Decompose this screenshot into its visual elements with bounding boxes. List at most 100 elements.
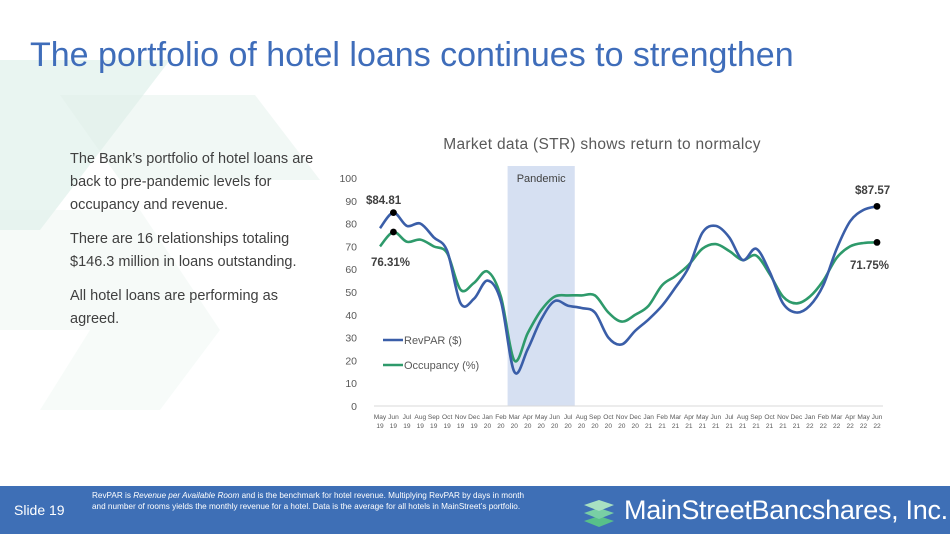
- x-tick-label-month: Jan: [482, 414, 493, 421]
- x-tick-label-year: 20: [591, 423, 599, 430]
- y-tick-label: 20: [345, 355, 357, 367]
- legend-occupancy-label: Occupancy (%): [404, 360, 479, 372]
- chart-title: Market data (STR) shows return to normal…: [443, 136, 761, 153]
- slide-number: Slide 19: [14, 502, 65, 518]
- x-tick-label-year: 21: [658, 423, 666, 430]
- market-data-chart: Market data (STR) shows return to normal…: [339, 136, 890, 430]
- x-tick-label-month: Oct: [442, 414, 452, 421]
- x-tick-label-year: 19: [417, 423, 425, 430]
- pandemic-label: Pandemic: [517, 173, 566, 185]
- occupancy-end-point: [873, 239, 881, 246]
- x-tick-label-year: 21: [699, 423, 707, 430]
- x-tick-label-year: 21: [672, 423, 680, 430]
- x-tick-label-month: May: [535, 414, 548, 421]
- x-tick-label-year: 20: [497, 423, 505, 430]
- revpar-start-label: $84.81: [366, 195, 402, 207]
- x-tick-label-month: Aug: [576, 414, 588, 421]
- y-tick-label: 80: [345, 219, 357, 231]
- x-tick-label-year: 22: [860, 423, 868, 430]
- x-tick-label-year: 21: [645, 423, 653, 430]
- x-tick-label-year: 21: [685, 423, 693, 430]
- x-tick-label-month: Mar: [670, 414, 682, 421]
- x-tick-label-year: 21: [793, 423, 801, 430]
- x-tick-label-month: Feb: [495, 414, 507, 421]
- x-tick-label-year: 19: [376, 423, 384, 430]
- x-tick-label-month: May: [857, 414, 870, 421]
- x-tick-label-month: Jan: [805, 414, 816, 421]
- pandemic-band: [507, 166, 575, 406]
- x-tick-label-month: Mar: [509, 414, 521, 421]
- x-tick-label-year: 19: [430, 423, 438, 430]
- y-tick-label: 50: [345, 287, 357, 299]
- x-tick-label-year: 21: [712, 423, 720, 430]
- footnote: RevPAR is Revenue per Available Room and…: [92, 491, 537, 512]
- x-tick-label-month: Jun: [549, 414, 560, 421]
- x-tick-label-year: 20: [538, 423, 546, 430]
- x-tick-label-month: Jul: [725, 414, 734, 421]
- revpar-start-point: [390, 209, 397, 217]
- y-tick-label: 60: [345, 264, 357, 276]
- x-tick-label-month: May: [374, 414, 387, 421]
- occupancy-start-label: 76.31%: [371, 257, 410, 269]
- footnote-term: Revenue per Available Room: [133, 491, 240, 500]
- x-tick-label-year: 22: [833, 423, 841, 430]
- x-tick-label-month: Apr: [845, 414, 856, 421]
- x-tick-label-year: 20: [564, 423, 572, 430]
- y-tick-label: 40: [345, 310, 357, 322]
- footer-bar: Slide 19 RevPAR is Revenue per Available…: [0, 486, 950, 534]
- x-tick-label-year: 19: [470, 423, 478, 430]
- x-tick-label-month: Dec: [791, 414, 803, 421]
- x-tick-label-month: Jun: [710, 414, 721, 421]
- x-tick-label-year: 20: [578, 423, 586, 430]
- x-tick-label-month: Jun: [388, 414, 399, 421]
- y-tick-label: 70: [345, 241, 357, 253]
- x-tick-label-month: Sep: [428, 414, 440, 421]
- x-tick-label-month: Nov: [455, 414, 467, 421]
- x-tick-label-year: 20: [605, 423, 613, 430]
- x-tick-label-year: 20: [551, 423, 559, 430]
- x-tick-label-year: 21: [766, 423, 774, 430]
- bullet-occupancy: The Bank’s portfolio of hotel loans are …: [70, 151, 314, 213]
- x-tick-label-month: Apr: [684, 414, 695, 421]
- x-tick-label-month: Nov: [777, 414, 789, 421]
- logo-text: MainStreetBancshares, Inc.: [624, 495, 948, 525]
- footnote-text-start: RevPAR is: [92, 491, 134, 500]
- y-tick-label: 10: [345, 378, 357, 390]
- x-tick-label-month: Feb: [818, 414, 830, 421]
- footnote-text-end: and is the benchmark for hotel revenue. …: [92, 491, 525, 511]
- x-tick-label-month: Sep: [589, 414, 601, 421]
- bullet-text-block: The Bank’s portfolio of hotel loans are …: [70, 148, 315, 342]
- x-tick-label-year: 19: [390, 423, 398, 430]
- x-tick-label-month: Dec: [468, 414, 480, 421]
- company-logo: MainStreetBancshares, Inc.: [582, 493, 948, 529]
- x-tick-label-month: Sep: [750, 414, 762, 421]
- revpar-end-point: [873, 202, 881, 210]
- x-tick-label-year: 20: [484, 423, 492, 430]
- x-tick-label-month: Jul: [403, 414, 412, 421]
- x-tick-label-year: 20: [618, 423, 626, 430]
- x-tick-label-year: 20: [511, 423, 519, 430]
- occupancy-start-point: [390, 228, 397, 236]
- occupancy-end-label: 71.75%: [850, 260, 889, 272]
- x-tick-label-month: Aug: [737, 414, 749, 421]
- logo-layers-icon: [584, 500, 614, 527]
- revpar-series-line: [378, 205, 878, 375]
- x-tick-label-month: Aug: [414, 414, 426, 421]
- y-tick-label: 30: [345, 333, 357, 345]
- bullet-relationships: There are 16 relationships totaling $146…: [70, 231, 297, 270]
- revpar-end-label: $87.57: [855, 185, 890, 197]
- x-tick-label-year: 22: [873, 423, 881, 430]
- x-tick-label-month: Jul: [564, 414, 573, 421]
- x-tick-label-year: 21: [726, 423, 734, 430]
- x-tick-label-year: 22: [806, 423, 814, 430]
- legend-revpar-label: RevPAR ($): [404, 335, 462, 347]
- x-tick-label-month: Dec: [629, 414, 641, 421]
- x-tick-label-year: 19: [403, 423, 411, 430]
- y-tick-label: 100: [339, 173, 357, 185]
- x-tick-label-month: Nov: [616, 414, 628, 421]
- bullet-performing: All hotel loans are performing as agreed…: [70, 288, 278, 327]
- x-tick-label-year: 20: [524, 423, 532, 430]
- occupancy-series-line: [378, 230, 878, 363]
- y-tick-label: 0: [351, 401, 357, 413]
